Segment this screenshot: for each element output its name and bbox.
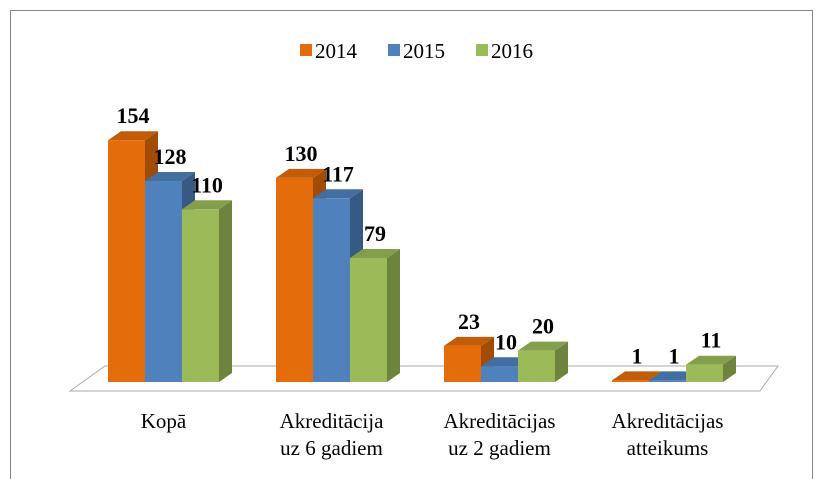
bar-side	[723, 355, 736, 382]
data-label: 110	[191, 172, 223, 197]
data-label: 11	[701, 328, 722, 353]
data-label: 79	[364, 221, 386, 246]
bar	[350, 248, 400, 382]
bar-top	[182, 200, 232, 210]
bar-front	[108, 140, 145, 382]
bar	[182, 200, 232, 382]
bar-front	[518, 350, 555, 382]
bar-top	[145, 172, 195, 182]
data-label: 1	[632, 343, 643, 368]
legend-swatch	[388, 44, 400, 56]
bar-front	[481, 366, 518, 382]
bar-front	[276, 177, 313, 382]
data-label: 1	[669, 343, 680, 368]
bar-top	[276, 168, 326, 178]
bar-front	[145, 181, 182, 382]
bar	[518, 341, 568, 382]
bar-front	[612, 380, 649, 382]
bar-top	[108, 131, 158, 141]
legend-label: 2016	[491, 39, 533, 63]
data-label: 23	[458, 309, 480, 334]
bar-front	[313, 198, 350, 382]
bar-side	[219, 200, 232, 382]
x-tick-label: Akreditācija uz 6 gadiem	[280, 409, 384, 460]
legend-label: 2014	[315, 39, 358, 63]
bar-top	[686, 355, 736, 365]
bar-side	[387, 248, 400, 382]
floor	[68, 365, 779, 392]
bar-top	[444, 336, 494, 346]
legend-label: 2015	[403, 39, 445, 63]
bar-front	[649, 380, 686, 382]
bar-front	[444, 345, 481, 382]
data-label: 117	[322, 161, 354, 186]
bar-top	[612, 371, 662, 381]
data-label: 20	[532, 314, 554, 339]
data-label: 128	[154, 144, 187, 169]
legend-swatch	[476, 44, 488, 56]
bar-side	[555, 341, 568, 382]
bar-top	[518, 341, 568, 351]
x-tick-label: Akreditācijas uz 2 gadiem	[444, 409, 556, 460]
x-tick-label: Kopā	[141, 409, 187, 433]
data-label: 154	[117, 103, 150, 128]
legend-swatch	[300, 44, 312, 56]
bar-front	[686, 364, 723, 382]
bar	[686, 355, 736, 382]
bar-front	[350, 257, 387, 382]
bar-top	[313, 189, 363, 199]
data-label: 10	[495, 329, 517, 354]
x-tick-label: Akreditācijas atteikums	[612, 409, 724, 460]
bar-top	[350, 248, 400, 258]
chart-border	[10, 10, 813, 479]
data-label: 130	[285, 141, 318, 166]
bar-front	[182, 209, 219, 382]
